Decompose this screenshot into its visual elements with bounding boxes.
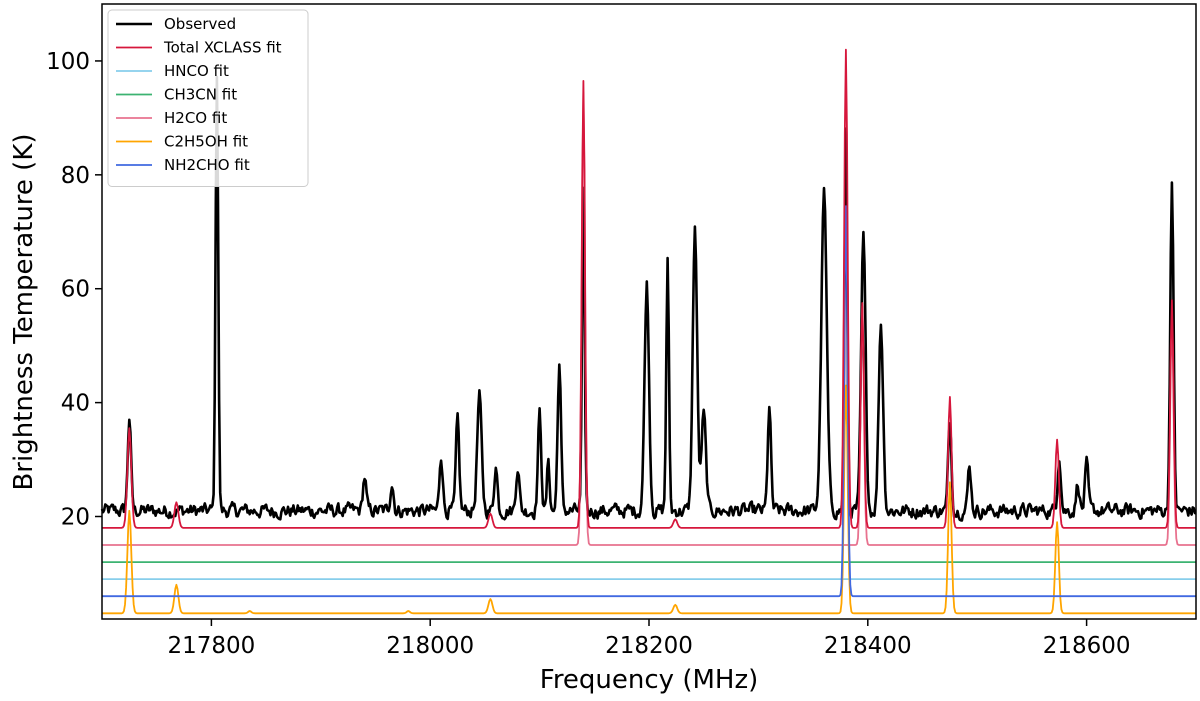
legend-label-h2co-fit: H2CO fit xyxy=(164,109,227,127)
series-line-nh2cho-fit xyxy=(102,205,1196,598)
legend-box xyxy=(107,9,309,187)
series-layer xyxy=(100,48,1197,615)
x-tick-label: 218600 xyxy=(1043,633,1131,659)
legend-label-nh2cho-fit: NH2CHO fit xyxy=(164,156,250,174)
x-tick-label: 218200 xyxy=(605,633,693,659)
ticks-layer: 217800 218000 218200 218400 218600 20 40 60 80 10… xyxy=(46,49,1130,659)
series-line-c2h5oh-fit xyxy=(102,384,1196,615)
legend-label-observed: Observed xyxy=(164,15,236,33)
series-line-observed xyxy=(100,75,1197,522)
legend-label-ch3cn-fit: CH3CN fit xyxy=(164,86,237,104)
legend-label-c2h5oh-fit: C2H5OH fit xyxy=(164,133,248,151)
legend: Observed Total XCLASS fit HNCO fit CH3CN fi… xyxy=(107,9,309,187)
y-tick-label: 60 xyxy=(61,277,90,303)
x-axis-label: Frequency (MHz) xyxy=(540,665,759,695)
series-line-total-xclass-fit xyxy=(102,48,1196,529)
legend-label-total-xclass-fit: Total XCLASS fit xyxy=(163,39,282,57)
y-tick-label: 80 xyxy=(61,163,90,189)
y-tick-label: 20 xyxy=(61,505,90,531)
y-axis-label: Brightness Temperature (K) xyxy=(9,133,39,490)
x-tick-label: 218000 xyxy=(386,633,474,659)
series-line-h2co-fit xyxy=(102,91,1196,546)
y-tick-label: 100 xyxy=(46,49,90,75)
x-tick-label: 218400 xyxy=(824,633,912,659)
legend-label-hnco-fit: HNCO fit xyxy=(164,62,229,80)
x-tick-label: 217800 xyxy=(167,633,255,659)
y-tick-label: 40 xyxy=(61,391,90,417)
